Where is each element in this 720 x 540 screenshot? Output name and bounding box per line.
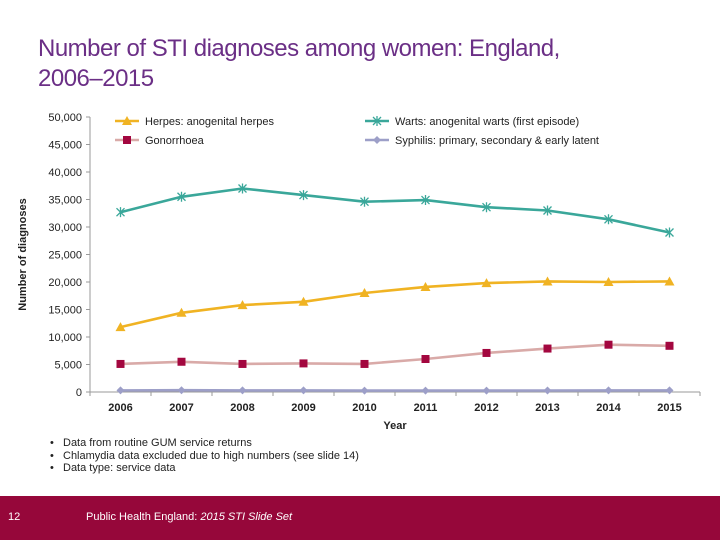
data-point bbox=[298, 296, 309, 306]
note-item: Chlamydia data excluded due to high numb… bbox=[50, 450, 359, 463]
y-tick-label: 20,000 bbox=[48, 277, 82, 289]
data-point bbox=[604, 386, 613, 395]
data-point bbox=[177, 357, 186, 366]
legend-marker bbox=[372, 116, 382, 126]
data-point bbox=[360, 196, 369, 207]
series-line-1 bbox=[120, 187, 670, 234]
y-tick-label: 35,000 bbox=[48, 195, 82, 207]
legend-label: Gonorrhoea bbox=[145, 135, 205, 147]
x-tick-label: 2010 bbox=[352, 402, 376, 414]
x-tick-label: 2014 bbox=[596, 402, 621, 414]
y-tick-label: 30,000 bbox=[48, 222, 82, 234]
x-tick-label: 2009 bbox=[291, 402, 315, 414]
footer-source-title: 2015 STI Slide Set bbox=[200, 511, 293, 523]
data-point bbox=[116, 359, 125, 368]
y-tick-label: 5,000 bbox=[54, 360, 82, 372]
x-tick-label: 2008 bbox=[230, 402, 254, 414]
data-point bbox=[421, 355, 430, 363]
data-point bbox=[603, 277, 614, 286]
x-tick-label: 2006 bbox=[108, 402, 132, 414]
legend-marker bbox=[373, 136, 381, 144]
x-tick-label: 2015 bbox=[657, 402, 681, 414]
data-point bbox=[116, 207, 125, 218]
data-point bbox=[238, 386, 247, 395]
chart-series-lines bbox=[120, 187, 670, 392]
x-tick-label: 2011 bbox=[414, 402, 438, 414]
data-point bbox=[664, 276, 675, 286]
data-point bbox=[420, 281, 431, 291]
data-point bbox=[299, 359, 308, 368]
data-point bbox=[238, 183, 247, 194]
x-tick-label: 2012 bbox=[474, 402, 498, 414]
data-point bbox=[543, 386, 552, 395]
y-tick-label: 40,000 bbox=[48, 167, 82, 179]
y-tick-label: 45,000 bbox=[48, 140, 82, 152]
data-point bbox=[177, 191, 186, 202]
page-number: 12 bbox=[8, 511, 21, 523]
data-point bbox=[116, 386, 125, 395]
data-point bbox=[299, 386, 308, 395]
legend-marker bbox=[123, 136, 131, 144]
data-point bbox=[482, 386, 491, 395]
data-point bbox=[177, 386, 186, 395]
data-point bbox=[238, 359, 247, 368]
x-axis-title: Year bbox=[383, 420, 407, 432]
data-point bbox=[543, 205, 552, 216]
y-tick-label: 25,000 bbox=[48, 250, 82, 262]
legend-label: Herpes: anogenital herpes bbox=[145, 116, 275, 128]
series-line-2 bbox=[120, 343, 670, 366]
chart-series-markers bbox=[115, 183, 675, 395]
legend-marker bbox=[122, 116, 132, 125]
slide-title-line-2: 2006–2015 bbox=[38, 65, 154, 92]
x-tick-label: 2007 bbox=[169, 402, 193, 414]
y-tick-label: 15,000 bbox=[48, 305, 82, 317]
series-line-0 bbox=[120, 280, 670, 329]
data-point bbox=[299, 190, 308, 201]
data-point bbox=[115, 322, 126, 332]
legend-label: Syphilis: primary, secondary & early lat… bbox=[395, 135, 599, 147]
data-point bbox=[421, 195, 430, 206]
slide-title-line-1: Number of STI diagnoses among women: Eng… bbox=[38, 35, 560, 62]
slide-title: Number of STI diagnoses among women: Eng… bbox=[38, 34, 678, 94]
data-point bbox=[542, 276, 553, 286]
data-point bbox=[604, 214, 613, 225]
data-point bbox=[360, 359, 369, 368]
y-axis-title: Number of diagnoses bbox=[17, 198, 29, 310]
y-tick-label: 0 bbox=[76, 387, 82, 399]
data-point bbox=[359, 288, 370, 297]
y-tick-label: 10,000 bbox=[48, 332, 82, 344]
data-point bbox=[237, 300, 248, 310]
data-point bbox=[665, 386, 674, 395]
footer-source-prefix: Public Health England: bbox=[86, 511, 198, 523]
data-point bbox=[176, 307, 187, 317]
data-point bbox=[421, 386, 430, 395]
footer-bar: 12 Public Health England: 2015 STI Slide… bbox=[0, 496, 720, 540]
note-item: Data type: service data bbox=[50, 462, 359, 475]
data-point bbox=[543, 344, 552, 353]
data-point bbox=[481, 278, 492, 288]
footer-source: Public Health England: 2015 STI Slide Se… bbox=[86, 511, 292, 523]
y-tick-label: 50,000 bbox=[48, 112, 82, 124]
data-point bbox=[360, 386, 369, 395]
chart-legend: Herpes: anogenital herpes Warts: anogenit… bbox=[115, 116, 599, 147]
data-point bbox=[482, 348, 491, 357]
legend-label: Warts: anogenital warts (first episode) bbox=[395, 116, 579, 128]
data-point bbox=[665, 227, 674, 238]
data-point bbox=[665, 341, 674, 350]
notes-list: Data from routine GUM service returns Ch… bbox=[50, 437, 359, 475]
note-item: Data from routine GUM service returns bbox=[50, 437, 359, 450]
data-point bbox=[604, 340, 613, 349]
x-tick-label: 2013 bbox=[535, 402, 559, 414]
chart-axes: 0 5,000 10,000 15,000 20,000 25,000 30,000 35,0… bbox=[17, 112, 701, 432]
data-point bbox=[482, 202, 491, 213]
